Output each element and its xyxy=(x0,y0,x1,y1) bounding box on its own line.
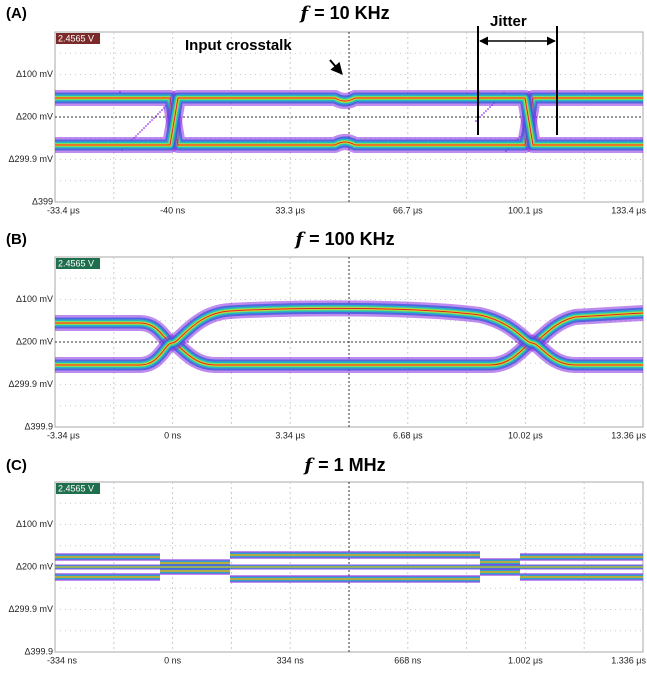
y-tick-label: Δ100 mV xyxy=(16,294,53,304)
panel-label: (A) xyxy=(6,5,27,22)
jitter-dot xyxy=(153,117,155,119)
y-tick-label: Δ100 mV xyxy=(16,519,53,529)
badge: 2.4565 V xyxy=(58,33,94,43)
x-tick-label: 10.02 μs xyxy=(508,430,543,440)
jitter-dot xyxy=(161,109,163,111)
x-tick-label: -3.34 μs xyxy=(47,430,80,440)
x-tick-label: -33.4 μs xyxy=(47,205,80,215)
y-tick-label: Δ200 mV xyxy=(16,336,53,346)
y-tick-label: Δ299.9 mV xyxy=(8,604,53,614)
x-tick-label: 133.4 μs xyxy=(611,205,646,215)
title-text: = 100 KHz xyxy=(309,229,395,249)
jitter-dot xyxy=(135,135,137,137)
x-tick-label: 334 ns xyxy=(277,655,305,665)
jitter-dot xyxy=(487,108,489,110)
x-tick-label: 1.002 μs xyxy=(508,655,543,665)
badge: 2.4565 V xyxy=(58,483,94,493)
jitter-dot xyxy=(481,114,483,116)
panel-label: (B) xyxy=(6,231,27,248)
x-tick-label: 66.7 μs xyxy=(393,205,423,215)
title-symbol: f xyxy=(298,3,311,24)
x-tick-label: 33.3 μs xyxy=(275,205,305,215)
y-tick-label: Δ200 mV xyxy=(16,561,53,571)
y-tick-label: Δ299.9 mV xyxy=(8,154,53,164)
panel-label: (C) xyxy=(6,457,27,474)
x-tick-label: 6.68 μs xyxy=(393,430,423,440)
x-tick-label: 0 ns xyxy=(164,655,182,665)
panel-title: f= 100 KHz xyxy=(293,229,394,250)
y-tick-label: Δ200 mV xyxy=(16,111,53,121)
title-symbol: f xyxy=(293,229,306,250)
annotation: Input crosstalk xyxy=(185,37,292,54)
x-tick-label: 668 ns xyxy=(394,655,422,665)
jitter-dot xyxy=(145,125,147,127)
x-tick-label: -334 ns xyxy=(47,655,78,665)
jitter-dot xyxy=(137,133,139,135)
jitter-dot xyxy=(139,131,141,133)
jitter-dot xyxy=(157,113,159,115)
jitter-dot xyxy=(479,116,481,118)
y-tick-label: Δ100 mV xyxy=(16,69,53,79)
jitter-dot xyxy=(475,120,477,122)
panel-title: f= 1 MHz xyxy=(302,455,385,476)
jitter-dot xyxy=(143,127,145,129)
title-symbol: f xyxy=(302,455,315,476)
title-text: = 10 KHz xyxy=(314,3,390,23)
jitter-dot xyxy=(141,129,143,131)
figure: (A)f= 10 KHz2.4565 VΔ100 mVΔ200 mVΔ299.9… xyxy=(0,0,647,673)
jitter-dot xyxy=(149,121,151,123)
jitter-dot xyxy=(151,119,153,121)
jitter-dot xyxy=(485,110,487,112)
jitter-dot xyxy=(489,106,491,108)
x-tick-label: 0 ns xyxy=(164,430,182,440)
jitter-dot xyxy=(155,115,157,117)
title-text: = 1 MHz xyxy=(318,455,386,475)
x-tick-label: 100.1 μs xyxy=(508,205,543,215)
badge: 2.4565 V xyxy=(58,258,94,268)
jitter-dot xyxy=(483,112,485,114)
x-tick-label: 13.36 μs xyxy=(611,430,646,440)
x-tick-label: -40 ns xyxy=(160,205,186,215)
x-tick-label: 1.336 μs xyxy=(611,655,646,665)
y-tick-label: Δ299.9 mV xyxy=(8,379,53,389)
annotation: Jitter xyxy=(490,13,527,30)
jitter-dot xyxy=(147,123,149,125)
jitter-dot xyxy=(159,111,161,113)
panel-title: f= 10 KHz xyxy=(298,3,389,24)
x-tick-label: 3.34 μs xyxy=(275,430,305,440)
